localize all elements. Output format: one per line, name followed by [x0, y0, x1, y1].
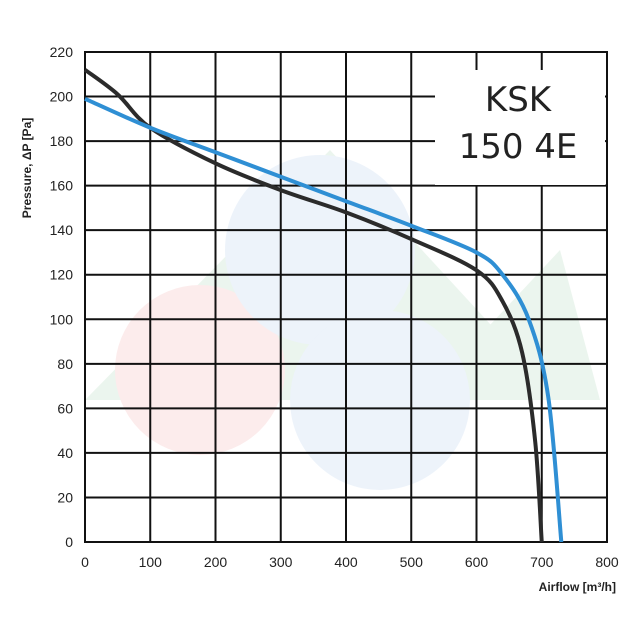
y-tick-label: 40 [57, 445, 73, 461]
x-tick-label: 300 [269, 554, 293, 570]
x-tick-label: 800 [595, 554, 619, 570]
x-tick-label: 400 [334, 554, 358, 570]
y-tick-label: 160 [50, 178, 74, 194]
y-tick-label: 140 [50, 222, 74, 238]
x-tick-label: 600 [465, 554, 489, 570]
y-tick-label: 60 [57, 400, 73, 416]
y-tick-label: 180 [50, 133, 74, 149]
x-axis-label: Airflow [m³/h] [539, 580, 616, 594]
y-tick-label: 200 [50, 89, 74, 105]
curves [83, 68, 564, 543]
x-tick-labels: 0 100 200 300 400 500 600 700 800 [81, 554, 619, 570]
model-label-line1: KSK [485, 80, 553, 120]
model-label-line2: 150 4E [459, 127, 578, 167]
y-tick-label: 100 [50, 311, 74, 327]
model-label-box [435, 70, 605, 185]
y-tick-label: 0 [65, 534, 73, 550]
x-tick-label: 100 [139, 554, 163, 570]
y-tick-labels: 0 20 40 60 80 100 120 140 160 180 200 220 [50, 44, 74, 550]
y-tick-label: 120 [50, 267, 74, 283]
x-tick-label: 200 [204, 554, 228, 570]
x-tick-label: 500 [400, 554, 424, 570]
x-tick-label: 0 [81, 554, 89, 570]
y-tick-label: 20 [57, 489, 73, 505]
grid [84, 51, 608, 543]
series-line-2 [84, 96, 564, 543]
y-axis-label: Pressure, ΔP [Pa] [20, 118, 34, 218]
y-tick-label: 80 [57, 356, 73, 372]
x-tick-label: 700 [530, 554, 554, 570]
y-tick-label: 220 [50, 44, 74, 60]
